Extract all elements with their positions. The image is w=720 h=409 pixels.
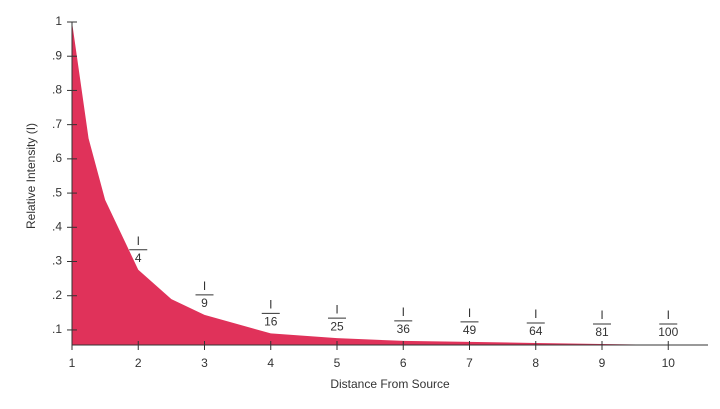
annotation-numerator: I	[402, 305, 405, 319]
area	[72, 22, 669, 345]
y-tick-label: .2	[52, 288, 62, 302]
y-tick-label: .4	[52, 219, 62, 233]
y-tick-label: .6	[52, 151, 62, 165]
y-tick-label: .1	[52, 322, 62, 336]
annotation-numerator: I	[468, 306, 471, 320]
x-axis-title: Distance From Source	[330, 377, 450, 391]
annotation-numerator: I	[203, 279, 206, 293]
y-tick-label: .5	[52, 185, 62, 199]
annotation-numerator: I	[335, 302, 338, 316]
annotation-numerator: I	[269, 298, 272, 312]
y-tick-label: .8	[52, 83, 62, 97]
x-tick-label: 4	[267, 356, 274, 370]
x-tick-label: 8	[532, 356, 539, 370]
x-tick-label: 6	[400, 356, 407, 370]
y-tick-label: .7	[52, 117, 62, 131]
x-tick-label: 9	[599, 356, 606, 370]
x-tick-label: 1	[69, 356, 76, 370]
x-tick-label: 7	[466, 356, 473, 370]
annotation-denominator: 36	[397, 322, 411, 336]
y-axis-title: Relative Intensity (I)	[24, 123, 38, 229]
annotation-numerator: I	[534, 307, 537, 321]
x-tick-label: 10	[662, 356, 676, 370]
y-tick-label: .9	[52, 48, 62, 62]
x-tick-label: 3	[201, 356, 208, 370]
annotation-denominator: 9	[201, 296, 208, 310]
annotation-denominator: 25	[330, 319, 344, 333]
y-tick-label: .3	[52, 254, 62, 268]
annotation-numerator: I	[600, 308, 603, 322]
annotation-denominator: 100	[658, 325, 678, 339]
y-tick-label: 1	[55, 14, 62, 28]
annotation-denominator: 4	[135, 251, 142, 265]
annotation-denominator: 64	[529, 324, 543, 338]
annotation-numerator: I	[667, 308, 670, 322]
annotation-denominator: 81	[595, 325, 609, 339]
annotation-denominator: 16	[264, 315, 278, 329]
x-tick-label: 2	[135, 356, 142, 370]
annotation-denominator: 49	[463, 323, 477, 337]
x-tick-label: 5	[334, 356, 341, 370]
annotation-numerator: I	[137, 234, 140, 248]
